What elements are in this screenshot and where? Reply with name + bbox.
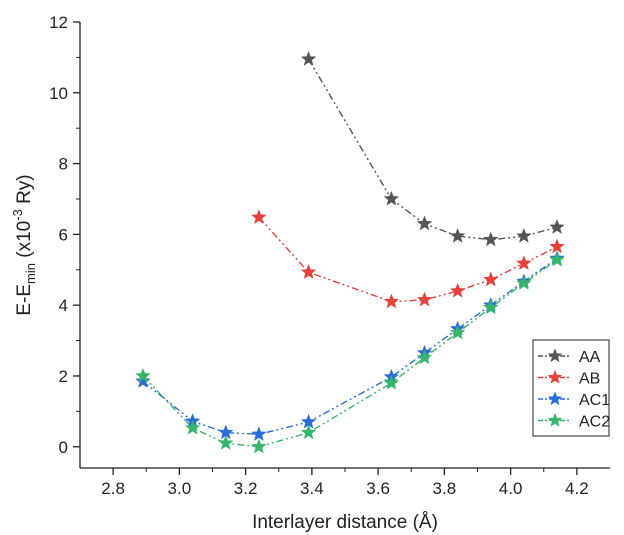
series-aa	[300, 50, 565, 247]
data-point-ac2	[217, 435, 234, 450]
data-point-ac2	[184, 419, 201, 435]
y-tick-label: 6	[59, 225, 68, 244]
data-point-ac1	[135, 373, 151, 388]
series-ab	[251, 209, 565, 309]
data-point-aa	[549, 219, 565, 234]
data-point-aa	[449, 227, 466, 243]
legend-label-aa: AA	[579, 349, 601, 366]
data-point-aa	[416, 215, 433, 231]
data-point-ac2	[516, 275, 532, 290]
data-point-ab	[449, 282, 466, 298]
y-tick-label: 10	[49, 84, 68, 103]
legend-marker-ac1	[547, 391, 563, 406]
y-tick-label: 12	[49, 13, 68, 32]
legend-item-ac1: AC1	[538, 391, 610, 409]
data-point-ac2	[251, 438, 267, 454]
x-tick-label: 4.0	[499, 479, 523, 498]
y-axis-title-middle: (x10	[14, 221, 35, 263]
legend-item-aa: AA	[538, 348, 601, 366]
y-axis-title-superscript: -3	[10, 209, 25, 221]
legend-marker-aa	[547, 348, 563, 363]
data-point-aa	[516, 227, 532, 243]
data-point-ac2	[416, 349, 433, 365]
data-point-ab	[549, 238, 565, 254]
y-tick-label: 8	[59, 155, 68, 174]
x-tick-label: 3.4	[300, 479, 324, 498]
series-ac1	[135, 250, 565, 442]
data-point-aa	[482, 231, 499, 247]
y-tick-label: 4	[59, 296, 68, 315]
y-axis-title-suffix: Ry)	[14, 174, 35, 209]
x-tick-label: 3.2	[234, 479, 258, 498]
data-point-ac2	[135, 367, 151, 383]
data-point-ac2	[300, 424, 317, 440]
data-point-ab	[516, 255, 532, 271]
y-axis-title: E-Emin (x10-3 Ry)	[10, 174, 38, 315]
y-axis-title-prefix: E-E	[14, 284, 35, 316]
legend-label-ab: AB	[579, 371, 600, 388]
legend-item-ab: AB	[538, 369, 600, 388]
data-point-ac2	[383, 374, 400, 390]
x-axis-title: Interlayer distance (Å)	[252, 512, 438, 533]
legend-label-ac2: AC2	[579, 414, 610, 431]
series-line-aa	[307, 58, 558, 241]
data-point-aa	[300, 50, 317, 66]
data-point-ab	[416, 291, 433, 307]
data-point-ab	[300, 264, 317, 279]
data-point-ac1	[251, 426, 267, 442]
x-tick-label: 3.8	[433, 479, 457, 498]
data-point-ab	[482, 271, 499, 287]
x-tick-label: 2.8	[101, 479, 125, 498]
data-point-aa	[383, 190, 400, 206]
data-point-ac2	[449, 324, 466, 340]
series-line-ab	[258, 216, 558, 303]
legend-marker-ac2	[547, 412, 563, 427]
y-axis-title-subscript: min	[23, 263, 38, 284]
data-point-ab	[251, 209, 267, 225]
y-tick-label: 2	[59, 367, 68, 386]
data-point-ab	[383, 293, 400, 309]
legend-label-ac1: AC1	[579, 392, 610, 409]
x-tick-label: 3.0	[168, 479, 192, 498]
series-ac2	[135, 251, 565, 454]
x-tick-label: 4.2	[565, 479, 589, 498]
series-line-ac2	[142, 259, 558, 448]
legend-marker-ab	[547, 369, 563, 384]
legend-item-ac2: AC2	[538, 412, 610, 431]
y-tick-label: 0	[59, 438, 68, 457]
x-tick-label: 3.6	[366, 479, 390, 498]
data-point-ac2	[549, 251, 565, 267]
data-point-ac2	[482, 299, 499, 315]
